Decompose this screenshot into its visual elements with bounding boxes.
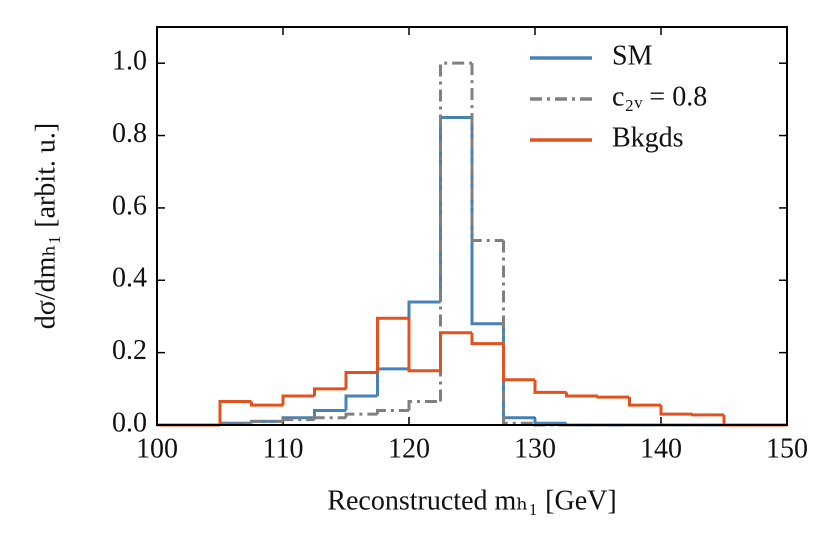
histogram-step <box>313 409 346 418</box>
histogram-step <box>596 395 630 399</box>
legend-label: SM <box>612 40 653 71</box>
x-tick-label: 110 <box>263 433 304 464</box>
histogram-step <box>659 405 693 416</box>
histogram-step <box>439 331 472 371</box>
histogram-step <box>344 371 378 389</box>
histogram-step <box>376 367 409 397</box>
histogram-step <box>313 387 346 397</box>
histogram-step <box>344 412 378 418</box>
legend-label: c₂ᵥ = 0.8 <box>612 81 707 112</box>
plot-frame <box>156 26 788 426</box>
histogram-step <box>313 416 346 420</box>
y-tick-label: 0.4 <box>112 263 147 294</box>
histogram-step <box>565 392 598 398</box>
histogram-step <box>502 343 535 382</box>
y-axis-label: dσ/dmₕ₁ [arbit. u.] <box>30 123 61 330</box>
histogram-step <box>281 418 315 422</box>
histogram-step <box>407 399 441 411</box>
histogram-step <box>470 332 504 346</box>
histogram-step <box>722 414 756 427</box>
histogram-step <box>533 379 567 394</box>
y-tick-label: 0.6 <box>112 190 147 221</box>
histogram-step <box>376 409 409 415</box>
histogram-step <box>344 394 378 411</box>
histogram-step <box>628 397 661 407</box>
y-tick-label: 0.0 <box>112 407 147 438</box>
x-tick-label: 100 <box>136 433 178 464</box>
histogram-step <box>250 419 283 424</box>
y-tick-label: 0.2 <box>112 335 147 366</box>
legend-label: Bkgds <box>612 122 684 153</box>
histogram-step <box>407 318 441 373</box>
histogram-step <box>407 300 441 369</box>
histogram-step <box>533 417 567 425</box>
x-tick-label: 130 <box>514 433 556 464</box>
histogram-step <box>218 399 252 425</box>
y-tick-label: 0.8 <box>112 118 147 149</box>
histogram-step <box>439 115 472 302</box>
histogram-step <box>439 61 472 402</box>
histogram-step <box>470 63 504 242</box>
x-tick-label: 150 <box>766 433 808 464</box>
histogram-step <box>281 394 315 406</box>
histogram-step <box>376 316 409 373</box>
x-tick-label: 140 <box>640 433 682 464</box>
histogram-step <box>502 323 535 420</box>
y-tick-label: 1.0 <box>112 46 147 77</box>
x-tick-label: 120 <box>388 433 430 464</box>
histogram-step <box>502 240 535 425</box>
histogram-step <box>691 413 724 417</box>
histogram-step <box>250 401 283 407</box>
histogram-step <box>470 117 504 326</box>
x-axis-label: Reconstructed mₕ₁ [GeV] <box>327 485 616 516</box>
